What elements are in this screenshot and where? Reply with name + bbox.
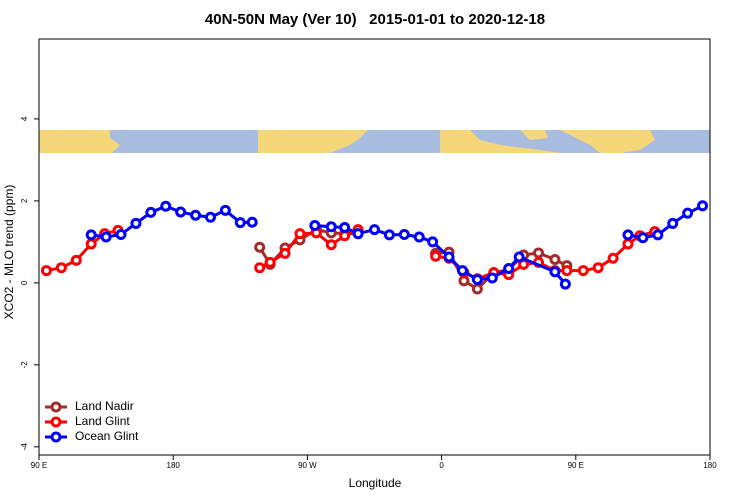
point <box>85 238 97 250</box>
point <box>559 278 571 290</box>
point <box>503 263 515 275</box>
point <box>145 206 157 218</box>
point <box>55 262 67 274</box>
point <box>413 231 425 243</box>
legend-marker <box>50 416 62 428</box>
point <box>592 262 604 274</box>
point <box>549 254 561 266</box>
point <box>190 209 202 221</box>
point <box>561 265 573 277</box>
legend-marker <box>50 431 62 443</box>
point <box>294 228 306 240</box>
point <box>204 211 216 223</box>
point <box>279 247 291 259</box>
legend-marker <box>50 401 62 413</box>
legend-label: Land Glint <box>75 414 130 428</box>
chart-title: 40N-50N May (Ver 10) 2015-01-01 to 2020-… <box>205 11 545 28</box>
point <box>175 206 187 218</box>
point <box>352 228 364 240</box>
point <box>325 239 337 251</box>
y-tick-label: -4 <box>20 443 29 451</box>
y-axis-label: XCO2 - MLO trend (ppm) <box>2 185 16 320</box>
point <box>383 229 395 241</box>
series-line <box>90 204 704 286</box>
point <box>219 204 231 216</box>
point <box>697 200 709 212</box>
y-tick-label: 2 <box>20 198 29 203</box>
point <box>637 232 649 244</box>
point <box>369 224 380 236</box>
point <box>471 283 483 295</box>
point <box>264 256 276 268</box>
point <box>160 200 172 212</box>
point <box>115 228 127 240</box>
point <box>427 236 439 248</box>
legend-label: Ocean Glint <box>75 429 139 443</box>
point <box>486 272 498 284</box>
point <box>40 265 52 277</box>
legend-label: Land Nadir <box>75 399 134 413</box>
point <box>607 252 619 264</box>
point <box>398 228 410 240</box>
point <box>85 229 97 241</box>
series <box>40 224 661 285</box>
point <box>339 222 351 234</box>
point <box>309 219 321 231</box>
point <box>652 229 664 241</box>
x-tick-label: 180 <box>703 461 717 470</box>
x-tick-label: 180 <box>167 461 181 470</box>
x-tick-label: 90 E <box>31 461 47 470</box>
y-tick-label: 4 <box>20 116 29 121</box>
point <box>513 251 525 263</box>
point <box>533 247 545 259</box>
point <box>549 266 561 278</box>
point <box>682 207 694 219</box>
plot-frame <box>38 38 711 456</box>
point <box>430 250 442 262</box>
point <box>471 274 483 286</box>
point <box>234 217 246 229</box>
y-tick-label: 0 <box>20 280 29 285</box>
point <box>254 241 266 253</box>
point <box>577 265 589 277</box>
point <box>130 217 142 229</box>
x-axis-label: Longitude <box>349 476 402 490</box>
map-strip <box>39 130 710 153</box>
x-tick-label: 0 <box>439 461 444 470</box>
point <box>667 217 679 229</box>
point <box>622 238 634 250</box>
x-tick-label: 90 W <box>298 461 317 470</box>
point <box>325 221 337 233</box>
point <box>100 231 112 243</box>
point <box>622 229 634 241</box>
point <box>443 251 455 263</box>
point <box>246 216 258 228</box>
series <box>85 200 709 290</box>
point <box>70 254 82 266</box>
x-tick-label: 90 E <box>568 461 584 470</box>
y-tick-label: -2 <box>20 361 29 369</box>
point <box>254 262 266 274</box>
point <box>456 265 468 277</box>
